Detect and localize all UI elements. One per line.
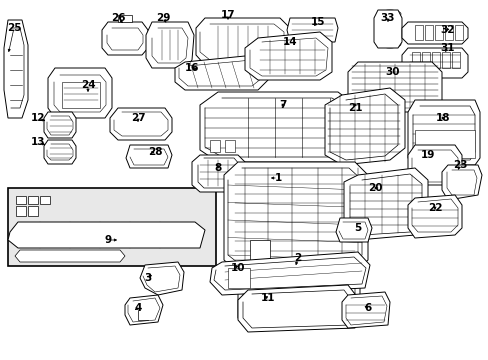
- Polygon shape: [401, 48, 467, 78]
- Polygon shape: [335, 218, 371, 242]
- Polygon shape: [325, 88, 404, 165]
- Polygon shape: [244, 32, 331, 80]
- Polygon shape: [224, 162, 367, 272]
- Text: 18: 18: [435, 113, 449, 123]
- Polygon shape: [238, 265, 359, 328]
- Polygon shape: [407, 100, 479, 165]
- Text: 25: 25: [7, 23, 21, 33]
- Polygon shape: [48, 68, 112, 118]
- Text: 9: 9: [104, 235, 111, 245]
- Polygon shape: [286, 18, 337, 42]
- Text: 22: 22: [427, 203, 441, 213]
- Text: 13: 13: [31, 137, 45, 147]
- Polygon shape: [341, 292, 389, 328]
- Text: 7: 7: [279, 100, 286, 110]
- Polygon shape: [444, 25, 452, 40]
- Polygon shape: [15, 250, 125, 262]
- Polygon shape: [62, 82, 100, 108]
- Text: 28: 28: [147, 147, 162, 157]
- Polygon shape: [4, 20, 28, 118]
- Text: 11: 11: [260, 293, 275, 303]
- Text: 24: 24: [81, 80, 95, 90]
- Text: 2: 2: [294, 253, 301, 263]
- Polygon shape: [209, 140, 220, 152]
- Polygon shape: [8, 222, 204, 248]
- Polygon shape: [44, 112, 76, 138]
- Polygon shape: [411, 52, 419, 68]
- Polygon shape: [227, 268, 249, 288]
- Polygon shape: [441, 52, 449, 68]
- Text: 23: 23: [452, 160, 467, 170]
- Polygon shape: [434, 25, 442, 40]
- Text: 6: 6: [364, 303, 371, 313]
- Polygon shape: [196, 18, 289, 65]
- Polygon shape: [238, 285, 357, 332]
- Text: 19: 19: [420, 150, 434, 160]
- Polygon shape: [125, 295, 163, 325]
- Polygon shape: [146, 22, 194, 68]
- Text: 10: 10: [230, 263, 245, 273]
- Polygon shape: [28, 206, 38, 216]
- Text: 21: 21: [347, 103, 362, 113]
- Polygon shape: [28, 196, 38, 204]
- Polygon shape: [16, 206, 26, 216]
- Polygon shape: [407, 145, 461, 185]
- Text: 16: 16: [184, 63, 199, 73]
- Polygon shape: [44, 140, 76, 164]
- Text: 27: 27: [130, 113, 145, 123]
- Polygon shape: [421, 52, 429, 68]
- Polygon shape: [140, 262, 183, 295]
- Polygon shape: [414, 25, 422, 40]
- Polygon shape: [118, 15, 132, 22]
- Text: 8: 8: [214, 163, 221, 173]
- Polygon shape: [200, 92, 354, 162]
- Polygon shape: [454, 25, 462, 40]
- Polygon shape: [209, 252, 369, 295]
- Text: 30: 30: [385, 67, 400, 77]
- Polygon shape: [110, 108, 172, 140]
- Bar: [8, 188, 216, 266]
- Text: 31: 31: [440, 43, 454, 53]
- Text: 1: 1: [274, 173, 281, 183]
- Text: 3: 3: [144, 273, 151, 283]
- Text: 29: 29: [156, 13, 170, 23]
- Text: 15: 15: [310, 17, 325, 27]
- Polygon shape: [40, 196, 50, 204]
- Polygon shape: [347, 62, 441, 112]
- Polygon shape: [249, 240, 269, 260]
- Text: 4: 4: [134, 303, 142, 313]
- Text: 26: 26: [110, 13, 125, 23]
- Polygon shape: [451, 52, 459, 68]
- Text: 33: 33: [380, 13, 394, 23]
- Polygon shape: [373, 10, 401, 48]
- Polygon shape: [424, 25, 432, 40]
- Polygon shape: [414, 130, 474, 158]
- Text: 12: 12: [31, 113, 45, 123]
- Polygon shape: [126, 145, 172, 168]
- Polygon shape: [192, 155, 244, 192]
- Text: 20: 20: [367, 183, 382, 193]
- Text: 14: 14: [282, 37, 297, 47]
- Polygon shape: [431, 52, 439, 68]
- Polygon shape: [343, 168, 427, 240]
- Polygon shape: [224, 140, 235, 152]
- Polygon shape: [401, 22, 467, 44]
- Text: 32: 32: [440, 25, 454, 35]
- Polygon shape: [175, 55, 267, 90]
- Text: 5: 5: [354, 223, 361, 233]
- Polygon shape: [407, 195, 461, 238]
- Polygon shape: [16, 196, 26, 204]
- Text: 17: 17: [220, 10, 235, 20]
- Polygon shape: [441, 165, 481, 200]
- Polygon shape: [102, 22, 148, 55]
